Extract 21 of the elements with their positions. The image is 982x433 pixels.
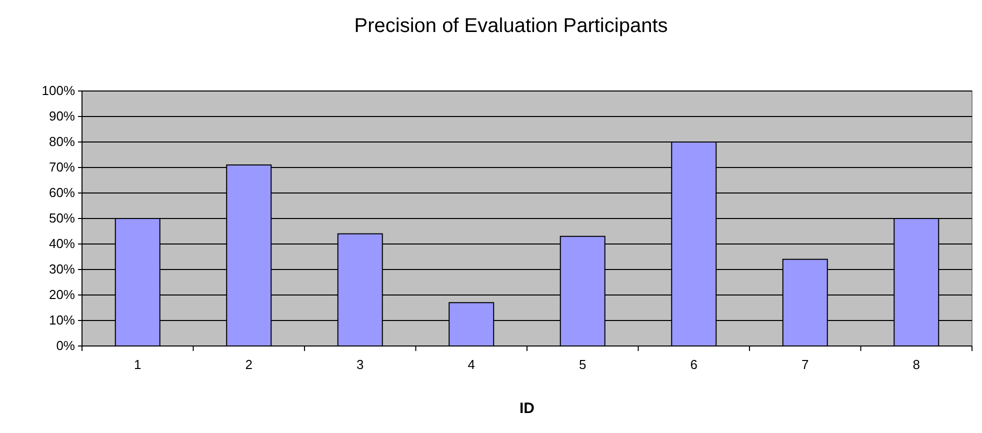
y-tick-label: 50% xyxy=(48,210,76,226)
y-tick-label: 0% xyxy=(56,338,76,354)
y-tick-label: 40% xyxy=(48,236,76,252)
chart-title: Precision of Evaluation Participants xyxy=(354,15,668,37)
y-tick-label: 20% xyxy=(48,287,76,302)
y-tick-label: 100% xyxy=(42,83,76,98)
x-tick-label: 1 xyxy=(134,357,142,372)
x-tick-label: 2 xyxy=(245,357,252,372)
y-tick-label: 10% xyxy=(48,312,76,328)
y-tick-label: 70% xyxy=(48,160,76,175)
x-tick-label: 4 xyxy=(468,357,475,372)
x-tick-label: 8 xyxy=(912,357,920,372)
x-tick-label: 7 xyxy=(802,357,809,372)
x-tick-label: 3 xyxy=(356,357,364,372)
y-tick-label: 90% xyxy=(48,108,76,124)
y-tick-label: 80% xyxy=(48,134,76,150)
x-axis-title: ID xyxy=(520,400,535,417)
x-tick-label: 6 xyxy=(690,357,698,372)
y-tick-label: 30% xyxy=(48,262,76,277)
x-tick-label: 5 xyxy=(579,357,586,372)
y-tick-label: 60% xyxy=(48,185,76,200)
